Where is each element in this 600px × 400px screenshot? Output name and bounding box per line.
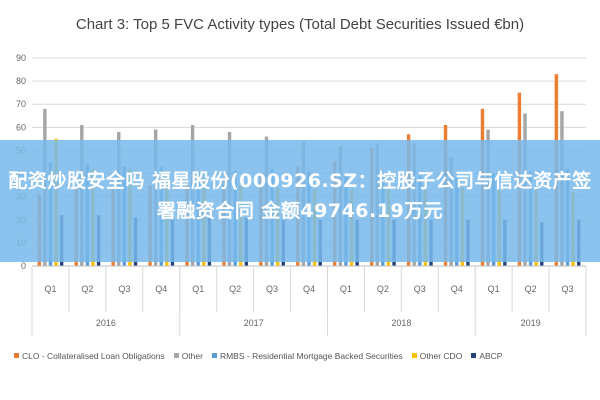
x-group-label: 2016 [96, 318, 116, 328]
x-tick-label: Q4 [303, 284, 315, 294]
y-tick-label: 60 [16, 122, 26, 132]
legend-label: ABCP [479, 351, 503, 361]
legend-item: RMBS - Residential Mortgage Backed Secur… [211, 351, 403, 361]
legend-label: Other CDO [419, 351, 463, 361]
x-group-label: 2019 [521, 318, 541, 328]
y-tick-label: 0 [21, 261, 26, 271]
y-tick-label: 70 [16, 99, 26, 109]
x-tick-label: Q3 [562, 284, 574, 294]
y-tick-label: 80 [16, 76, 26, 86]
x-tick-label: Q1 [488, 284, 500, 294]
chart-title: Chart 3: Top 5 FVC Activity types (Total… [75, 16, 525, 33]
legend-item: Other CDO [411, 351, 463, 361]
x-tick-label: Q1 [340, 284, 352, 294]
x-tick-label: Q1 [44, 284, 56, 294]
x-tick-label: Q2 [377, 284, 389, 294]
promo-overlay-banner[interactable]: 配资炒股安全吗 福星股份(000926.SZ：控股子公司与信达资产签署融资合同 … [0, 140, 600, 262]
x-tick-label: Q3 [118, 284, 130, 294]
y-tick-label: 90 [16, 53, 26, 63]
overlay-headline[interactable]: 配资炒股安全吗 福星股份(000926.SZ：控股子公司与信达资产签署融资合同 … [8, 170, 592, 222]
chart-legend: CLO - Collateralised Loan Obligations Oth… [14, 351, 511, 365]
x-tick-label: Q3 [414, 284, 426, 294]
x-tick-label: Q2 [229, 284, 241, 294]
x-tick-label: Q4 [155, 284, 167, 294]
legend-label: CLO - Collateralised Loan Obligations [22, 351, 165, 361]
x-tick-label: Q2 [525, 284, 537, 294]
legend-swatch [211, 353, 217, 358]
legend-item: Other [173, 351, 203, 361]
legend-item: ABCP [471, 351, 502, 361]
x-group-label: 2017 [244, 318, 264, 328]
legend-swatch [471, 353, 477, 358]
legend-item: CLO - Collateralised Loan Obligations [14, 351, 165, 361]
legend-swatch [14, 353, 19, 358]
x-tick-label: Q2 [81, 284, 93, 294]
legend-swatch [173, 353, 179, 358]
legend-label: RMBS - Residential Mortgage Backed Secur… [219, 351, 403, 361]
legend-swatch [411, 353, 417, 358]
x-group-label: 2018 [391, 318, 411, 328]
legend-label: Other [181, 351, 203, 361]
x-tick-label: Q3 [266, 284, 278, 294]
x-tick-label: Q1 [192, 284, 204, 294]
x-tick-label: Q4 [451, 284, 463, 294]
